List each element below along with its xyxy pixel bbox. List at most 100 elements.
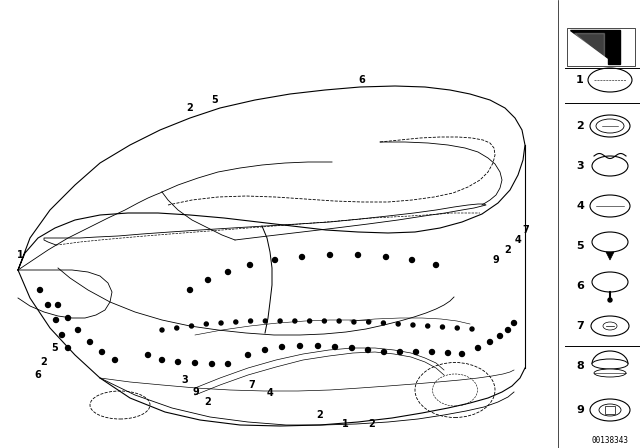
Polygon shape xyxy=(574,33,604,58)
Circle shape xyxy=(433,263,438,267)
Circle shape xyxy=(383,254,388,259)
Circle shape xyxy=(298,344,303,349)
Circle shape xyxy=(76,327,81,332)
Circle shape xyxy=(278,319,282,323)
Circle shape xyxy=(45,302,51,307)
Text: 9: 9 xyxy=(193,387,200,397)
Text: 9: 9 xyxy=(576,405,584,415)
Polygon shape xyxy=(606,252,614,260)
Circle shape xyxy=(145,353,150,358)
Circle shape xyxy=(262,348,268,353)
Text: 3: 3 xyxy=(182,375,188,385)
Circle shape xyxy=(65,315,70,320)
Circle shape xyxy=(333,345,337,349)
Circle shape xyxy=(293,319,297,323)
Bar xyxy=(567,28,635,66)
Circle shape xyxy=(56,302,61,307)
Circle shape xyxy=(193,361,198,366)
Circle shape xyxy=(263,319,268,323)
Text: 2: 2 xyxy=(317,410,323,420)
Circle shape xyxy=(54,318,58,323)
Circle shape xyxy=(38,288,42,293)
Ellipse shape xyxy=(599,404,621,416)
Ellipse shape xyxy=(590,195,630,217)
Circle shape xyxy=(349,345,355,350)
Circle shape xyxy=(440,325,444,329)
Ellipse shape xyxy=(592,156,628,176)
Circle shape xyxy=(411,323,415,327)
Circle shape xyxy=(476,345,481,350)
Circle shape xyxy=(328,253,333,258)
Text: 1: 1 xyxy=(342,419,348,429)
Text: 2: 2 xyxy=(576,121,584,131)
Circle shape xyxy=(445,350,451,356)
Ellipse shape xyxy=(592,232,628,252)
Ellipse shape xyxy=(592,359,628,369)
Circle shape xyxy=(455,326,460,330)
Circle shape xyxy=(381,349,387,354)
Text: 5: 5 xyxy=(576,241,584,251)
Polygon shape xyxy=(570,30,620,64)
Circle shape xyxy=(410,258,415,263)
Circle shape xyxy=(248,263,253,267)
Circle shape xyxy=(175,359,180,365)
Circle shape xyxy=(308,319,312,323)
Circle shape xyxy=(160,328,164,332)
Text: 1: 1 xyxy=(17,250,24,260)
Text: 2: 2 xyxy=(369,419,376,429)
Ellipse shape xyxy=(592,272,628,292)
Text: 7: 7 xyxy=(523,225,529,235)
Circle shape xyxy=(234,320,238,324)
Text: 2: 2 xyxy=(40,357,47,367)
Circle shape xyxy=(352,320,356,324)
Bar xyxy=(605,406,615,414)
Circle shape xyxy=(204,322,208,326)
Circle shape xyxy=(175,326,179,330)
Circle shape xyxy=(316,344,321,349)
Circle shape xyxy=(426,324,429,328)
Circle shape xyxy=(511,320,516,326)
Circle shape xyxy=(248,319,253,323)
Circle shape xyxy=(65,345,70,350)
Text: 2: 2 xyxy=(187,103,193,113)
Circle shape xyxy=(280,345,285,349)
Text: 5: 5 xyxy=(212,95,218,105)
Circle shape xyxy=(355,253,360,258)
Circle shape xyxy=(209,362,214,366)
Circle shape xyxy=(608,298,612,302)
Circle shape xyxy=(99,349,104,354)
Circle shape xyxy=(219,321,223,325)
Circle shape xyxy=(488,340,493,345)
Ellipse shape xyxy=(591,316,629,336)
Circle shape xyxy=(60,332,65,337)
Circle shape xyxy=(506,327,511,332)
Ellipse shape xyxy=(594,369,626,377)
Circle shape xyxy=(429,349,435,354)
Circle shape xyxy=(88,340,93,345)
Text: 00138343: 00138343 xyxy=(591,435,628,444)
Ellipse shape xyxy=(590,115,630,137)
Circle shape xyxy=(246,353,250,358)
Circle shape xyxy=(365,348,371,353)
Text: 3: 3 xyxy=(576,161,584,171)
Circle shape xyxy=(300,254,305,259)
Text: 4: 4 xyxy=(576,201,584,211)
Circle shape xyxy=(323,319,326,323)
Circle shape xyxy=(225,362,230,366)
Circle shape xyxy=(367,320,371,324)
Circle shape xyxy=(497,333,502,339)
Circle shape xyxy=(205,277,211,283)
Text: 2: 2 xyxy=(504,245,511,255)
Circle shape xyxy=(396,322,400,326)
Circle shape xyxy=(381,321,385,325)
Text: 9: 9 xyxy=(493,255,499,265)
Circle shape xyxy=(470,327,474,331)
Ellipse shape xyxy=(603,322,617,330)
Circle shape xyxy=(113,358,118,362)
Circle shape xyxy=(189,324,193,328)
Text: 2: 2 xyxy=(205,397,211,407)
Circle shape xyxy=(460,352,465,357)
Text: 4: 4 xyxy=(267,388,273,398)
Ellipse shape xyxy=(596,119,624,133)
Text: 6: 6 xyxy=(35,370,42,380)
